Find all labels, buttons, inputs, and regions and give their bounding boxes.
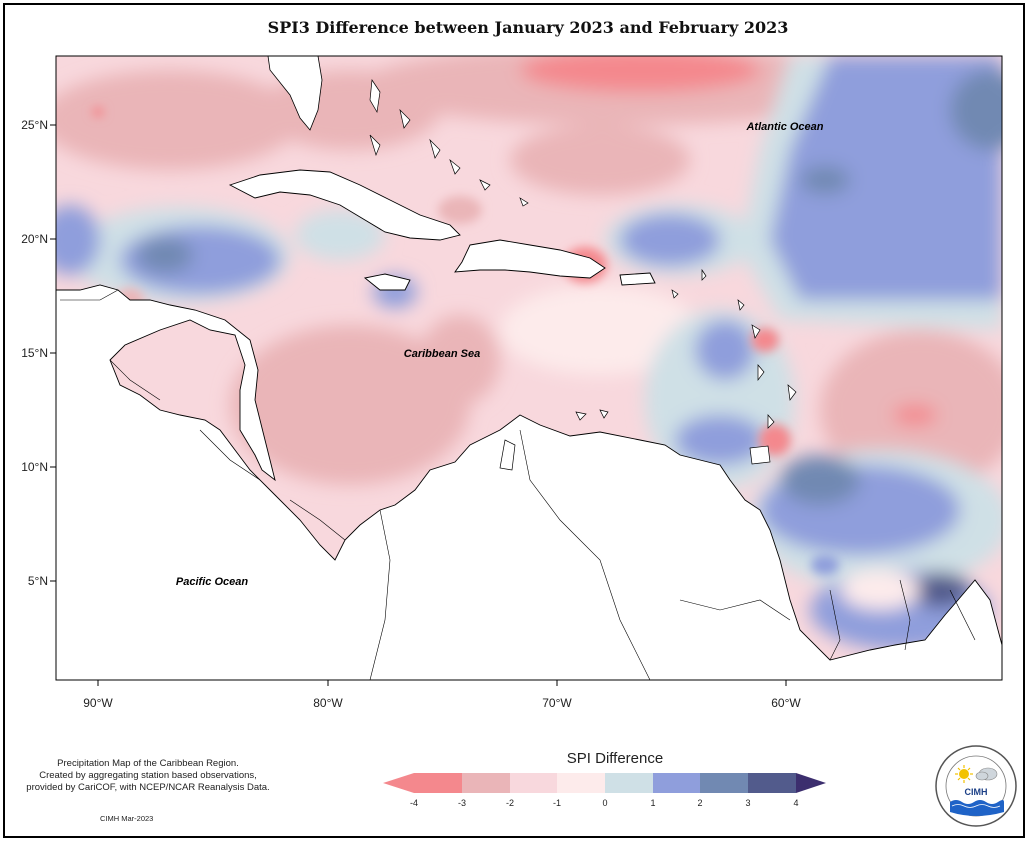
legend-tick: 4 <box>793 798 798 808</box>
legend-tick: -4 <box>410 798 418 808</box>
waves-icon <box>950 800 1004 816</box>
footnote-line: Created by aggregating station based obs… <box>39 770 257 781</box>
legend-tick: 2 <box>697 798 702 808</box>
legend-swatch-6 <box>653 773 700 793</box>
cloud-icon <box>975 767 998 781</box>
legend-swatch-1 <box>414 773 462 793</box>
lon-axis: 90°W 80°W 70°W 60°W <box>83 680 801 710</box>
credit-text: CIMH Mar-2023 <box>100 814 154 823</box>
legend-tick: 0 <box>602 798 607 808</box>
map-title: SPI3 Difference between January 2023 and… <box>267 18 789 37</box>
country-borders <box>60 289 976 680</box>
label-caribbean-sea: Caribbean Sea <box>404 348 480 360</box>
land-puerto-rico <box>619 272 656 286</box>
legend-arrow-left <box>383 773 414 793</box>
legend-tick: -1 <box>553 798 561 808</box>
legend-title: SPI Difference <box>566 750 664 767</box>
land-cuba <box>228 169 461 241</box>
legend-colorbar <box>383 773 826 793</box>
lat-tick-5n: 5°N <box>28 574 48 588</box>
lon-tick-70w: 70°W <box>542 696 572 710</box>
legend-tick: -3 <box>458 798 466 808</box>
land-hispaniola <box>454 239 606 279</box>
spi-field <box>56 56 1002 680</box>
footnote: Precipitation Map of the Caribbean Regio… <box>8 758 288 794</box>
lat-tick-20n: 20°N <box>21 232 48 246</box>
footnote-line: provided by CariCOF, with NCEP/NCAR Rean… <box>26 782 270 793</box>
sun-icon <box>955 765 973 783</box>
lon-tick-90w: 90°W <box>83 696 113 710</box>
lon-tick-80w: 80°W <box>313 696 343 710</box>
map-border <box>55 55 1003 681</box>
cimh-logo: CIMH <box>935 745 1017 827</box>
legend-tick: 1 <box>650 798 655 808</box>
legend-ticks: -4 -3 -2 -1 0 1 2 3 4 <box>410 798 799 808</box>
legend-swatch-4 <box>557 773 605 793</box>
land-small-islands <box>369 78 797 465</box>
footnote-line: Precipitation Map of the Caribbean Regio… <box>57 758 239 769</box>
legend-tick: 3 <box>745 798 750 808</box>
legend-swatch-3 <box>510 773 557 793</box>
lake-maracaibo <box>499 439 516 471</box>
label-atlantic-ocean: Atlantic Ocean <box>745 121 823 133</box>
legend-swatch-8 <box>748 773 796 793</box>
legend-arrow-right <box>796 773 826 793</box>
logo-text: CIMH <box>965 787 988 797</box>
lat-tick-15n: 15°N <box>21 346 48 360</box>
label-pacific-ocean: Pacific Ocean <box>176 576 248 588</box>
lat-axis: 25°N 20°N 15°N 10°N 5°N <box>21 118 56 588</box>
legend-tick: -2 <box>506 798 514 808</box>
legend-swatch-7 <box>700 773 748 793</box>
lon-tick-60w: 60°W <box>771 696 801 710</box>
land-florida <box>267 56 323 131</box>
lat-tick-10n: 10°N <box>21 460 48 474</box>
lat-tick-25n: 25°N <box>21 118 48 132</box>
legend-swatch-5 <box>605 773 653 793</box>
land-jamaica <box>363 273 411 291</box>
legend-swatch-2 <box>462 773 510 793</box>
